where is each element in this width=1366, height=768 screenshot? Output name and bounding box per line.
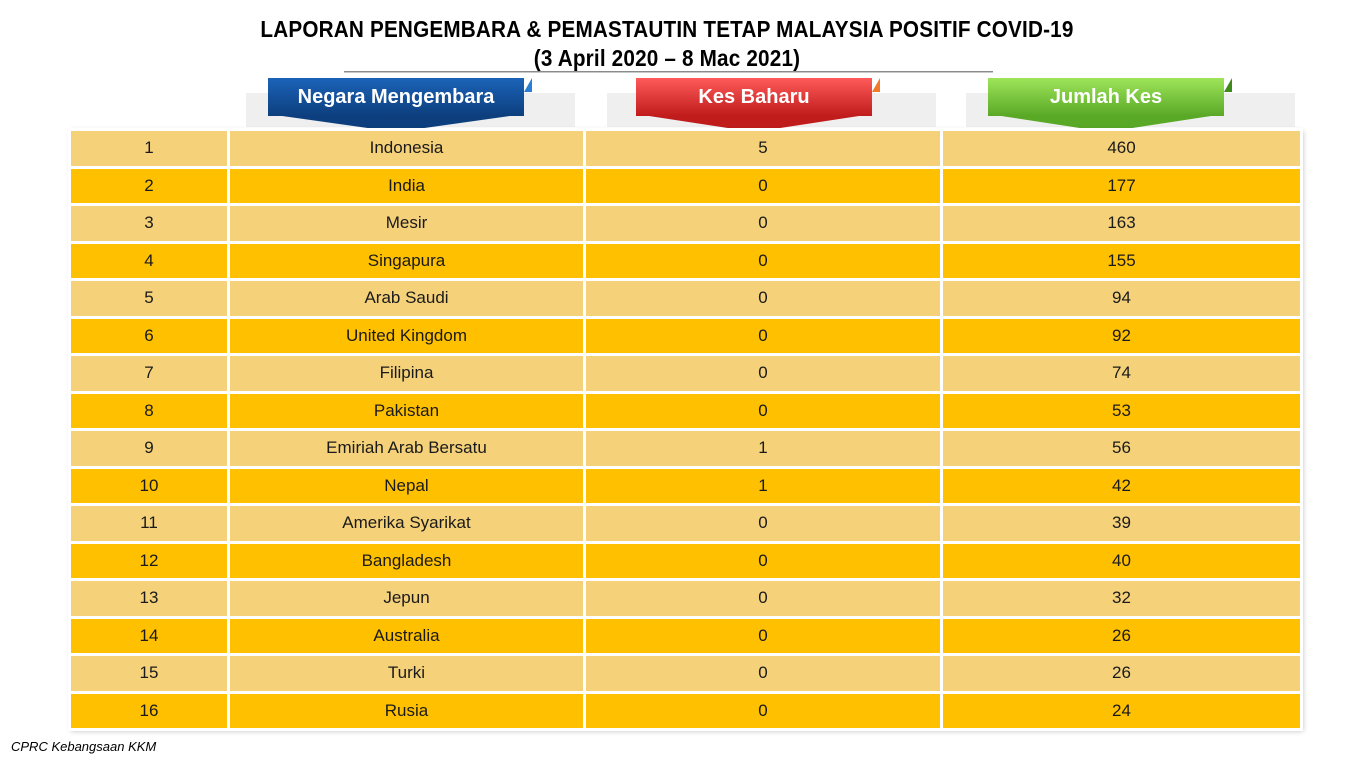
cell-rank: 2 (68, 165, 230, 206)
cell-new-cases: 0 (583, 353, 943, 394)
report-title: LAPORAN PENGEMBARA & PEMASTAUTIN TETAP M… (260, 16, 1074, 42)
header-tab-decoration (524, 78, 532, 92)
cell-rank: 8 (68, 390, 230, 431)
cell-new-cases: 0 (583, 540, 943, 581)
cell-country: Nepal (227, 465, 586, 506)
table-row: 16 Rusia 0 24 (68, 690, 1303, 731)
header-tab-decoration (872, 78, 880, 92)
table-row: 11 Amerika Syarikat 0 39 (68, 503, 1303, 544)
report-date-range: (3 April 2020 – 8 Mac 2021) (533, 45, 801, 71)
header-total-cases-label: Jumlah Kes (988, 78, 1224, 116)
table-row: 3 Mesir 0 163 (68, 203, 1303, 244)
table-row: 5 Arab Saudi 0 94 (68, 278, 1303, 319)
table-row: 15 Turki 0 26 (68, 653, 1303, 694)
cell-new-cases: 1 (583, 465, 943, 506)
cell-country: Turki (227, 653, 586, 694)
cell-new-cases: 0 (583, 615, 943, 656)
cell-rank: 13 (68, 578, 230, 619)
cell-rank: 16 (68, 690, 230, 731)
cell-total-cases: 39 (940, 503, 1303, 544)
cell-new-cases: 0 (583, 278, 943, 319)
cell-total-cases: 163 (940, 203, 1303, 244)
cell-rank: 14 (68, 615, 230, 656)
header-tab-decoration (1224, 78, 1232, 92)
cell-new-cases: 0 (583, 390, 943, 431)
cell-new-cases: 5 (583, 128, 943, 169)
cell-country: India (227, 165, 586, 206)
cell-rank: 5 (68, 278, 230, 319)
cell-country: Arab Saudi (227, 278, 586, 319)
table-row: 9 Emiriah Arab Bersatu 1 56 (68, 428, 1303, 469)
cell-country: Bangladesh (227, 540, 586, 581)
cell-country: Mesir (227, 203, 586, 244)
cell-country: Indonesia (227, 128, 586, 169)
cell-new-cases: 0 (583, 315, 943, 356)
cell-country: Australia (227, 615, 586, 656)
cell-new-cases: 0 (583, 690, 943, 731)
cell-country: Pakistan (227, 390, 586, 431)
table-row: 7 Filipina 0 74 (68, 353, 1303, 394)
header-new-cases-label: Kes Baharu (636, 78, 872, 116)
cell-country: Jepun (227, 578, 586, 619)
cell-total-cases: 42 (940, 465, 1303, 506)
cell-rank: 10 (68, 465, 230, 506)
cases-table: 1 Indonesia 5 460 2 India 0 177 3 Mesir 0 163 4 Singa… (68, 128, 1303, 731)
cell-total-cases: 94 (940, 278, 1303, 319)
table-row: 10 Nepal 1 42 (68, 465, 1303, 506)
cell-total-cases: 74 (940, 353, 1303, 394)
table-row: 13 Jepun 0 32 (68, 578, 1303, 619)
cell-new-cases: 0 (583, 653, 943, 694)
table-row: 4 Singapura 0 155 (68, 240, 1303, 281)
table-row: 1 Indonesia 5 460 (68, 128, 1303, 169)
cell-new-cases: 0 (583, 503, 943, 544)
cell-total-cases: 177 (940, 165, 1303, 206)
cell-rank: 11 (68, 503, 230, 544)
cell-rank: 4 (68, 240, 230, 281)
cell-new-cases: 1 (583, 428, 943, 469)
cell-new-cases: 0 (583, 203, 943, 244)
cell-country: Filipina (227, 353, 586, 394)
table-row: 14 Australia 0 26 (68, 615, 1303, 656)
table-row: 12 Bangladesh 0 40 (68, 540, 1303, 581)
cell-country: United Kingdom (227, 315, 586, 356)
cell-total-cases: 26 (940, 615, 1303, 656)
cell-new-cases: 0 (583, 240, 943, 281)
cell-rank: 6 (68, 315, 230, 356)
cell-rank: 1 (68, 128, 230, 169)
cell-total-cases: 53 (940, 390, 1303, 431)
header-country-label: Negara Mengembara (268, 78, 524, 116)
cell-new-cases: 0 (583, 578, 943, 619)
table-body: 1 Indonesia 5 460 2 India 0 177 3 Mesir 0 163 4 Singa… (68, 128, 1303, 731)
header-country: Negara Mengembara (268, 78, 532, 132)
table-row: 6 United Kingdom 0 92 (68, 315, 1303, 356)
cell-country: Rusia (227, 690, 586, 731)
cell-total-cases: 32 (940, 578, 1303, 619)
table-row: 8 Pakistan 0 53 (68, 390, 1303, 431)
cell-rank: 12 (68, 540, 230, 581)
cell-total-cases: 92 (940, 315, 1303, 356)
title-divider (344, 71, 993, 73)
cell-total-cases: 460 (940, 128, 1303, 169)
source-footer: CPRC Kebangsaan KKM (11, 739, 157, 754)
cell-rank: 3 (68, 203, 230, 244)
table-row: 2 India 0 177 (68, 165, 1303, 206)
header-total-cases: Jumlah Kes (988, 78, 1232, 132)
cell-rank: 15 (68, 653, 230, 694)
cell-country: Amerika Syarikat (227, 503, 586, 544)
cell-total-cases: 56 (940, 428, 1303, 469)
cell-rank: 9 (68, 428, 230, 469)
cell-total-cases: 155 (940, 240, 1303, 281)
cell-total-cases: 40 (940, 540, 1303, 581)
cell-total-cases: 24 (940, 690, 1303, 731)
cell-total-cases: 26 (940, 653, 1303, 694)
cell-new-cases: 0 (583, 165, 943, 206)
cell-rank: 7 (68, 353, 230, 394)
cell-country: Emiriah Arab Bersatu (227, 428, 586, 469)
cell-country: Singapura (227, 240, 586, 281)
header-new-cases: Kes Baharu (636, 78, 880, 132)
